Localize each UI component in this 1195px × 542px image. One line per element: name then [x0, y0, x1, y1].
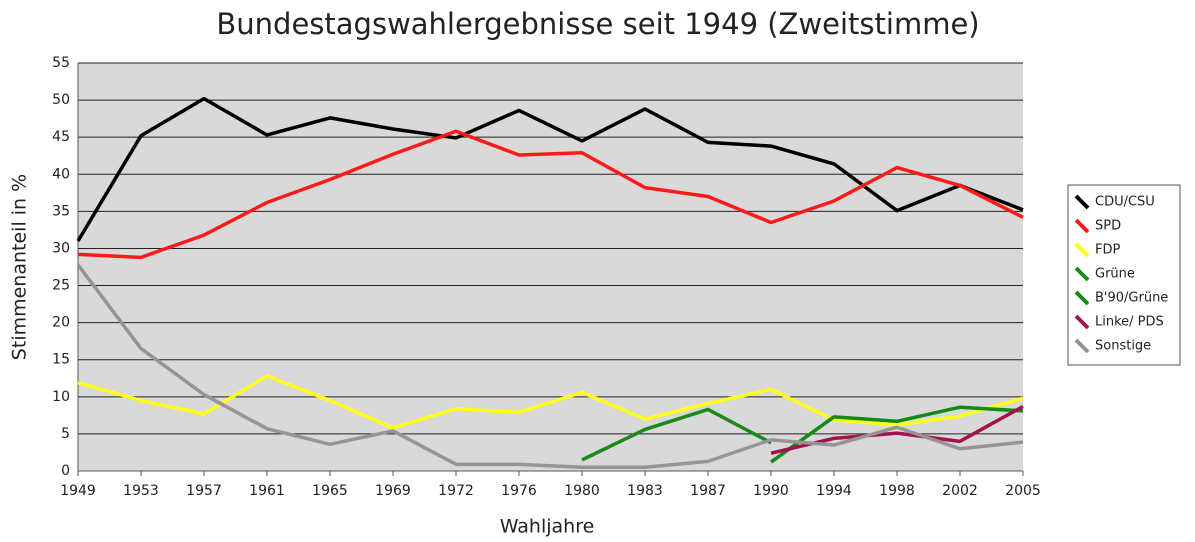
series-line [77, 129, 1024, 260]
x-tick-label: 2005 [1005, 483, 1041, 499]
y-tick-label: 55 [52, 55, 70, 71]
x-tick-label: 1965 [312, 483, 348, 499]
legend-swatch [1074, 314, 1090, 330]
x-tick-label: 1949 [60, 483, 96, 499]
chart-title: Bundestagswahlergebnisse seit 1949 (Zwei… [216, 7, 979, 41]
x-tick-label: 1976 [501, 483, 537, 499]
y-tick-label: 35 [52, 203, 70, 219]
y-tick-label: 20 [52, 315, 70, 331]
legend-label: SPD [1095, 219, 1121, 234]
x-tick-label: 1994 [816, 483, 852, 499]
x-tick-label: 1998 [879, 483, 915, 499]
x-tick-label: 1990 [753, 483, 789, 499]
legend-swatch [1074, 290, 1090, 306]
series-line [769, 405, 1024, 464]
legend-swatch [1074, 194, 1090, 210]
y-tick-label: 0 [61, 463, 70, 479]
x-tick-label: 2002 [942, 483, 978, 499]
x-tick-label: 1983 [627, 483, 663, 499]
x-axis-label: Wahljahre [500, 516, 595, 538]
legend-label: Sonstige [1095, 339, 1151, 354]
legend-swatch [1074, 266, 1090, 282]
x-tick-label: 1961 [249, 483, 285, 499]
series-line [76, 263, 1024, 470]
legend-label: Linke/ PDS [1095, 315, 1164, 330]
y-axis-label: Stimmenanteil in % [9, 174, 31, 360]
series-line [581, 407, 772, 462]
y-tick-label: 30 [52, 240, 70, 256]
series-line [77, 374, 1024, 430]
x-tick-label: 1957 [186, 483, 222, 499]
legend-swatch [1074, 218, 1090, 234]
series-line [76, 96, 1024, 242]
y-tick-label: 25 [52, 278, 70, 294]
x-tick-label: 1980 [564, 483, 600, 499]
y-tick-label: 50 [52, 92, 70, 108]
y-tick-label: 5 [61, 426, 70, 442]
y-tick-label: 45 [52, 129, 70, 145]
x-tick-label: 1969 [375, 483, 411, 499]
legend-label: CDU/CSU [1095, 195, 1155, 210]
x-tick-label: 1953 [123, 483, 159, 499]
legend-label: Grüne [1095, 267, 1135, 282]
y-tick-label: 40 [52, 166, 70, 182]
legend-label: FDP [1095, 243, 1120, 258]
legend-label: B'90/Grüne [1095, 291, 1168, 306]
y-tick-label: 15 [52, 352, 70, 368]
x-tick-label: 1972 [438, 483, 474, 499]
legend [1067, 184, 1181, 366]
legend-swatch [1074, 338, 1090, 354]
x-tick-label: 1987 [690, 483, 726, 499]
legend-swatch [1074, 242, 1090, 258]
y-tick-label: 10 [52, 389, 70, 405]
